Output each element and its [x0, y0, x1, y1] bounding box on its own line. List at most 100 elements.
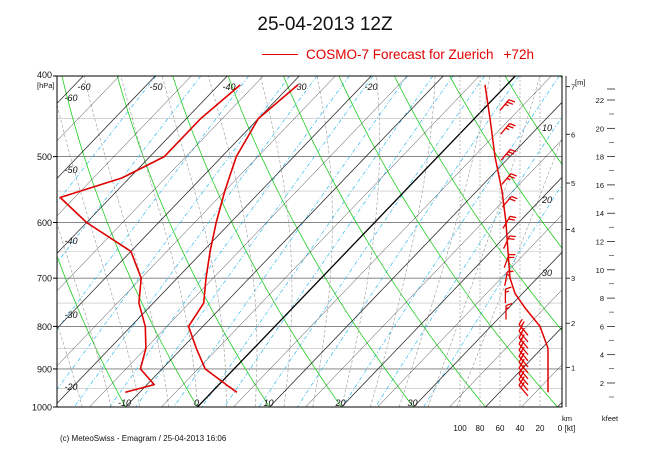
height-bottom-label: km: [562, 414, 572, 423]
kfeet-tick-label: 20: [596, 124, 604, 133]
chart-title: 25-04-2013 12Z: [257, 14, 393, 35]
wind-barb-feather: [508, 218, 515, 221]
kfeet-tick-label: 18: [596, 153, 604, 162]
temperature-axis-label: -10: [118, 398, 131, 408]
isotherm-label: -30: [293, 82, 306, 92]
isotherm-line: [125, 76, 444, 407]
wind-barb: [504, 270, 514, 286]
temperature-profile-line: [187, 84, 299, 393]
isotherm-line: [57, 76, 264, 292]
isotherm-line: [57, 76, 156, 179]
wind-speed-tick-label: 0: [558, 424, 563, 433]
wind-barb-half-feather: [505, 127, 510, 131]
moist-adiabat-line: [398, 76, 491, 407]
wind-barb: [501, 195, 518, 208]
kfeet-tick-label: 4: [600, 351, 604, 360]
temperature-axis-label: 20: [334, 398, 345, 408]
mixing-ratio-line: [258, 76, 485, 407]
zero-isotherm-line: [197, 76, 516, 407]
wind-barb-feather: [510, 173, 517, 177]
legend-lead-time: +72h: [503, 47, 534, 62]
mixing-ratio-line: [296, 76, 519, 407]
height-tick-label: 6: [571, 130, 575, 139]
dry-adiabat-line: [504, 76, 562, 165]
dry-adiabat-line: [61, 76, 198, 407]
mixing-ratio-line: [57, 76, 249, 331]
wind-barb: [503, 235, 516, 249]
mixing-ratio-label: 30: [542, 268, 552, 278]
isotherm-label: -20: [64, 382, 77, 392]
pressure-tick-label: 800: [37, 322, 52, 332]
isotherm-line: [305, 139, 562, 407]
isotherm-label: -30: [64, 310, 77, 320]
kfeet-tick-label: 2: [600, 379, 604, 388]
wind-speed-tick-label: 80: [476, 424, 485, 433]
legend-line-swatch: [262, 53, 298, 55]
wind-barb-half-feather: [506, 177, 511, 181]
kfeet-tick-label: 6: [600, 322, 604, 331]
isotherm-line: [485, 326, 562, 407]
mixing-ratio-line: [173, 76, 408, 407]
wind-barb-feather: [511, 195, 518, 200]
wind-barb-half-feather: [504, 103, 509, 107]
wind-barb-feather: [518, 356, 523, 363]
pressure-tick-label: 400: [37, 70, 52, 80]
isotherm-line: [413, 251, 562, 407]
isotherm-line: [0, 76, 11, 407]
mixing-ratio-line: [57, 76, 202, 264]
height-tick-label: 5: [571, 179, 575, 188]
isotherm-line: [57, 76, 192, 217]
mixing-ratio-line: [57, 76, 290, 391]
wind-speed-profile-line: [484, 84, 549, 393]
mixing-ratio-label: 10: [542, 123, 552, 133]
wind-barb-feather: [507, 270, 514, 273]
isotherm-line: [57, 76, 228, 254]
footer-credit: (c) MeteoSwiss - Emagram / 25-04-2013 16…: [60, 434, 227, 443]
isotherm-label: -40: [64, 236, 77, 246]
isotherm-line: [89, 76, 408, 407]
temperature-axis-label: 0: [194, 398, 199, 408]
wind-barb-feather: [518, 350, 523, 357]
wind-barb-feather: [518, 379, 523, 386]
dry-adiabat-line: [172, 76, 342, 407]
isotherm-label: -60: [77, 82, 90, 92]
wind-barb-feather: [509, 122, 516, 127]
wind-barb-feather: [508, 99, 516, 103]
dry-adiabat-line: [393, 76, 562, 332]
moist-adiabat-line: [0, 76, 54, 407]
moist-adiabat-line: [83, 76, 169, 407]
kfeet-tick-label: 8: [600, 294, 604, 303]
wind-barb-feather: [509, 198, 516, 202]
mixing-ratio-line: [73, 76, 318, 407]
isotherm-label: -50: [64, 165, 77, 175]
moist-adiabat-line: [312, 76, 333, 407]
moist-adiabat-line: [259, 76, 293, 407]
height-tick-label: 7: [571, 83, 575, 92]
wind-speed-tick-label: 100: [453, 424, 467, 433]
wind-barb: [501, 173, 517, 185]
wind-barb-feather: [518, 318, 523, 325]
dewpoint-profile-line: [59, 84, 241, 394]
isotherm-label: -20: [364, 82, 377, 92]
wind-barb-feather: [518, 344, 523, 351]
dry-adiabat-line: [616, 76, 650, 407]
wind-barb-feather: [509, 148, 517, 153]
kfeet-tick-label: 14: [596, 209, 604, 218]
wind-barb-feather: [518, 373, 523, 380]
dry-adiabat-line: [0, 76, 54, 407]
dry-adiabat-line: [560, 76, 562, 80]
background-grid: [0, 76, 650, 407]
wind-barb-feather: [505, 302, 513, 307]
isotherm-line: [233, 76, 552, 407]
isotherm-line: [57, 76, 300, 329]
wind-barb-feather: [518, 325, 523, 332]
height-tick-label: 4: [571, 226, 575, 235]
isotherm-line: [269, 101, 562, 407]
pressure-tick-label: 500: [37, 152, 52, 162]
legend-series-label: COSMO-7 Forecast for Zuerich: [306, 47, 494, 62]
wind-speed-tick-label: 60: [496, 424, 505, 433]
wind-speed-tick-label: 40: [516, 424, 525, 433]
wind-barb-feather: [518, 368, 523, 375]
pressure-tick-label: 900: [37, 364, 52, 374]
